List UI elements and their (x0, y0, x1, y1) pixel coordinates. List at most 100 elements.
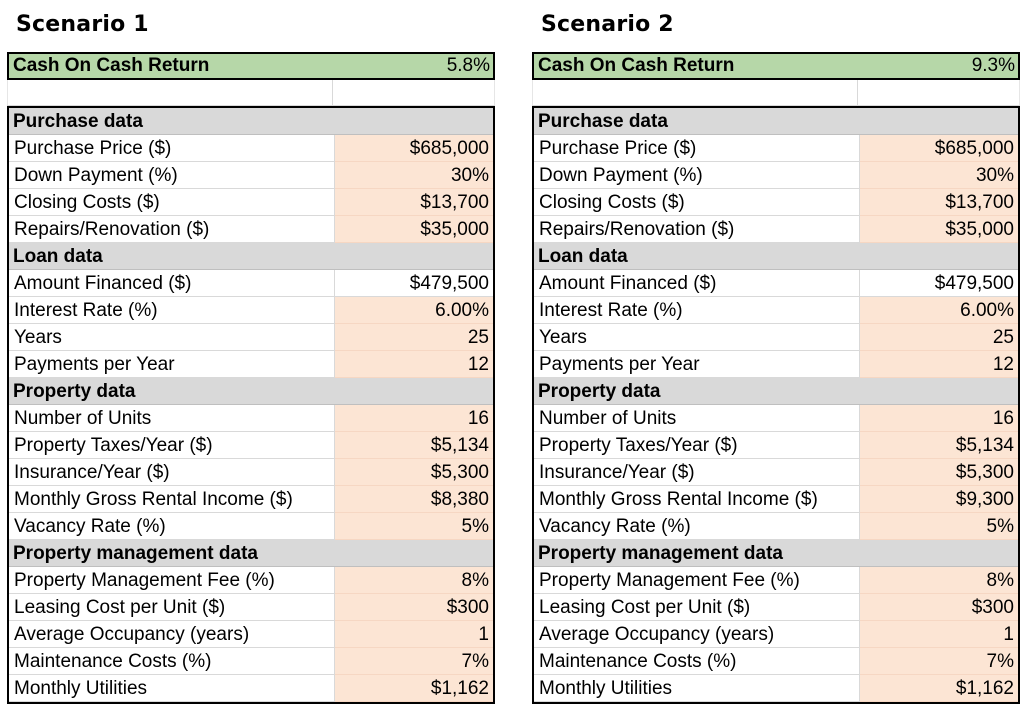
row-label: Monthly Utilities (534, 675, 860, 702)
table-row: Monthly Gross Rental Income ($) $8,380 (9, 486, 493, 513)
scenario-title: Scenario 2 (541, 12, 674, 37)
cash-on-cash-value[interactable]: 9.3% (971, 55, 1015, 76)
row-label: Closing Costs ($) (534, 189, 860, 216)
input-cell[interactable]: 7% (335, 648, 493, 675)
input-cell[interactable]: 1 (335, 621, 493, 648)
input-cell[interactable]: $5,134 (335, 432, 493, 459)
input-cell[interactable]: 1 (860, 621, 1018, 648)
input-cell[interactable]: $1,162 (335, 675, 493, 702)
row-label: Property Management Fee (%) (9, 567, 335, 594)
row-label: Interest Rate (%) (534, 297, 860, 324)
table-row: Property Taxes/Year ($) $5,134 (9, 432, 493, 459)
calculated-cell[interactable]: $479,500 (860, 270, 1018, 297)
input-cell[interactable]: $13,700 (335, 189, 493, 216)
row-label: Repairs/Renovation ($) (9, 216, 335, 243)
row-label: Monthly Utilities (9, 675, 335, 702)
input-cell[interactable]: 8% (335, 567, 493, 594)
data-block: Purchase data Purchase Price ($) $685,000 D… (532, 106, 1020, 704)
table-row: Maintenance Costs (%) 7% (534, 648, 1018, 675)
input-cell[interactable]: 5% (860, 513, 1018, 540)
row-label: Repairs/Renovation ($) (534, 216, 860, 243)
table-row: Leasing Cost per Unit ($) $300 (534, 594, 1018, 621)
row-label: Leasing Cost per Unit ($) (9, 594, 335, 621)
table-row: Property Taxes/Year ($) $5,134 (534, 432, 1018, 459)
table-row: Down Payment (%) 30% (534, 162, 1018, 189)
data-block: Purchase data Purchase Price ($) $685,000 D… (7, 106, 495, 704)
table-row: Payments per Year 12 (534, 351, 1018, 378)
input-cell[interactable]: 16 (335, 405, 493, 432)
section-header-purchase-data: Purchase data (534, 108, 1018, 135)
cash-on-cash-value[interactable]: 5.8% (446, 55, 490, 76)
table-row: Leasing Cost per Unit ($) $300 (9, 594, 493, 621)
table-row: Purchase Price ($) $685,000 (9, 135, 493, 162)
cash-on-cash-row: Cash On Cash Return 9.3% (532, 52, 1020, 80)
input-cell[interactable]: 25 (335, 324, 493, 351)
row-label: Insurance/Year ($) (534, 459, 860, 486)
row-label: Amount Financed ($) (9, 270, 335, 297)
row-label: Leasing Cost per Unit ($) (534, 594, 860, 621)
input-cell[interactable]: 30% (860, 162, 1018, 189)
section-header-property-data: Property data (534, 378, 1018, 405)
input-cell[interactable]: $5,300 (860, 459, 1018, 486)
input-cell[interactable]: $5,300 (335, 459, 493, 486)
input-cell[interactable]: $300 (860, 594, 1018, 621)
input-cell[interactable]: 30% (335, 162, 493, 189)
input-cell[interactable]: 8% (860, 567, 1018, 594)
table-row: Average Occupancy (years) 1 (9, 621, 493, 648)
row-label: Number of Units (534, 405, 860, 432)
input-cell[interactable]: $9,300 (860, 486, 1018, 513)
scenario-title: Scenario 1 (16, 12, 149, 37)
table-row: Property Management Fee (%) 8% (9, 567, 493, 594)
row-label: Purchase Price ($) (9, 135, 335, 162)
empty-cell[interactable] (7, 80, 333, 105)
input-cell[interactable]: 16 (860, 405, 1018, 432)
table-row: Vacancy Rate (%) 5% (534, 513, 1018, 540)
input-cell[interactable]: $300 (335, 594, 493, 621)
calculated-cell[interactable]: $479,500 (335, 270, 493, 297)
table-row: Number of Units 16 (534, 405, 1018, 432)
input-cell[interactable]: $685,000 (335, 135, 493, 162)
row-label: Down Payment (%) (9, 162, 335, 189)
table-row: Closing Costs ($) $13,700 (534, 189, 1018, 216)
input-cell[interactable]: 5% (335, 513, 493, 540)
section-header-loan-data: Loan data (534, 243, 1018, 270)
row-label: Amount Financed ($) (534, 270, 860, 297)
row-label: Property Management Fee (%) (534, 567, 860, 594)
empty-row (532, 80, 1020, 106)
table-row: Vacancy Rate (%) 5% (9, 513, 493, 540)
input-cell[interactable]: 6.00% (860, 297, 1018, 324)
spreadsheet: Cash On Cash Return 5.8% Purchase data Purc… (7, 52, 495, 704)
input-cell[interactable]: $1,162 (860, 675, 1018, 702)
input-cell[interactable]: $13,700 (860, 189, 1018, 216)
input-cell[interactable]: $685,000 (860, 135, 1018, 162)
input-cell[interactable]: 7% (860, 648, 1018, 675)
table-row: Monthly Utilities $1,162 (534, 675, 1018, 702)
row-label: Interest Rate (%) (9, 297, 335, 324)
row-label: Maintenance Costs (%) (534, 648, 860, 675)
table-row: Years 25 (534, 324, 1018, 351)
table-row: Maintenance Costs (%) 7% (9, 648, 493, 675)
table-row: Interest Rate (%) 6.00% (534, 297, 1018, 324)
empty-cell[interactable] (858, 80, 1020, 105)
row-label: Purchase Price ($) (534, 135, 860, 162)
scenario-1-panel: Scenario 1 Cash On Cash Return 5.8% Purchas… (7, 0, 497, 704)
table-row: Average Occupancy (years) 1 (534, 621, 1018, 648)
cash-on-cash-row: Cash On Cash Return 5.8% (7, 52, 495, 80)
input-cell[interactable]: $35,000 (335, 216, 493, 243)
input-cell[interactable]: $35,000 (860, 216, 1018, 243)
input-cell[interactable]: 12 (335, 351, 493, 378)
empty-cell[interactable] (532, 80, 858, 105)
input-cell[interactable]: 6.00% (335, 297, 493, 324)
table-row: Payments per Year 12 (9, 351, 493, 378)
input-cell[interactable]: 12 (860, 351, 1018, 378)
input-cell[interactable]: $8,380 (335, 486, 493, 513)
section-header-property-management-data: Property management data (9, 540, 493, 567)
table-row: Amount Financed ($) $479,500 (9, 270, 493, 297)
row-label: Number of Units (9, 405, 335, 432)
input-cell[interactable]: $5,134 (860, 432, 1018, 459)
table-row: Interest Rate (%) 6.00% (9, 297, 493, 324)
empty-cell[interactable] (333, 80, 495, 105)
input-cell[interactable]: 25 (860, 324, 1018, 351)
row-label: Vacancy Rate (%) (9, 513, 335, 540)
table-row: Monthly Utilities $1,162 (9, 675, 493, 702)
